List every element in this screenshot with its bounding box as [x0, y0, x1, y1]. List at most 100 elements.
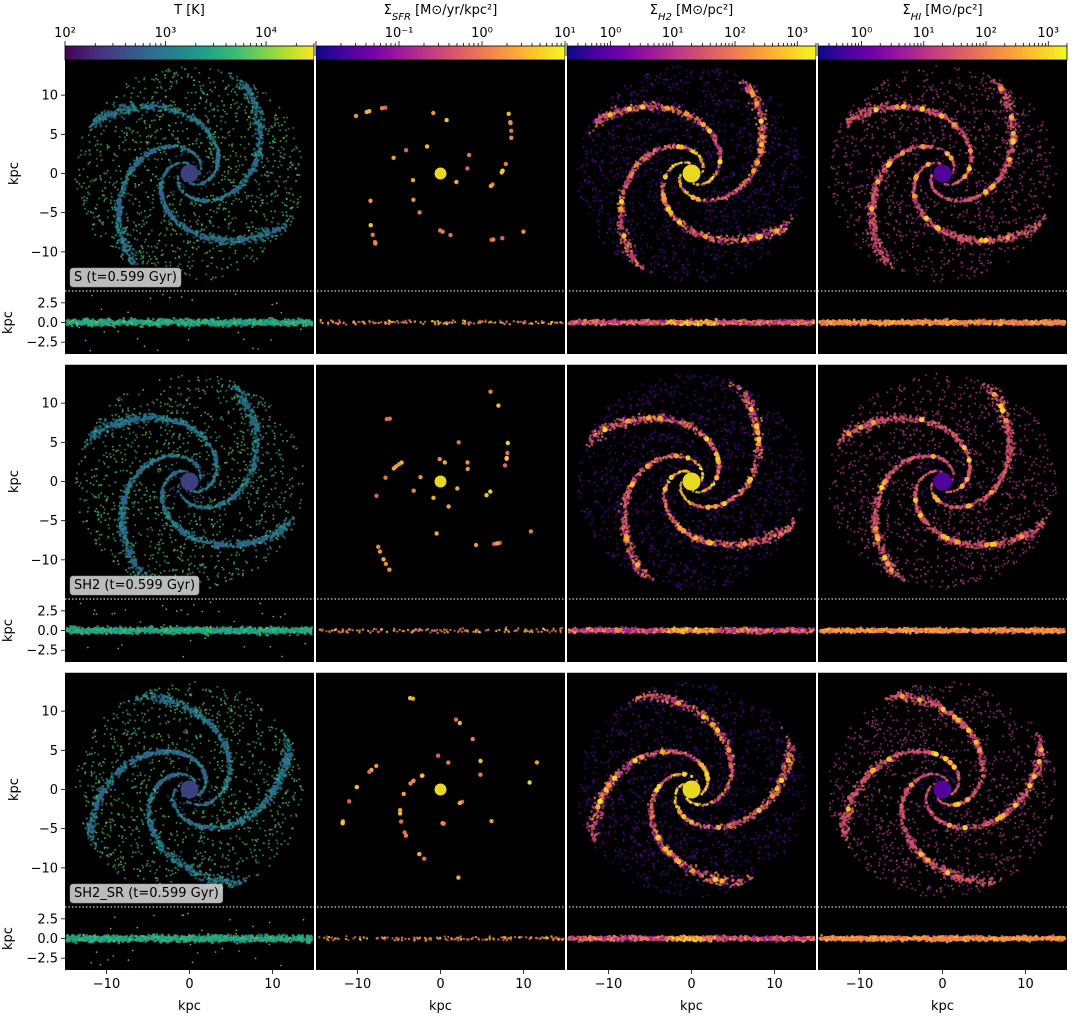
map-particle — [589, 151, 592, 153]
map-particle — [189, 240, 192, 243]
map-particle — [185, 115, 189, 119]
map-particle — [89, 180, 92, 183]
map-particle — [715, 173, 718, 176]
map-particle — [120, 177, 123, 180]
map-particle — [298, 150, 301, 153]
map-particle — [156, 86, 159, 89]
map-particle — [210, 174, 213, 178]
map-particle — [115, 180, 118, 183]
map-particle — [99, 122, 102, 125]
map-particle — [126, 216, 129, 219]
map-particle — [252, 225, 255, 228]
map-particle — [285, 140, 288, 143]
map-particle — [191, 113, 195, 117]
map-particle — [213, 108, 216, 111]
map-particle — [204, 114, 207, 117]
map-particle — [719, 243, 722, 246]
map-particle — [192, 212, 195, 214]
map-particle — [156, 322, 159, 326]
map-particle — [672, 244, 674, 247]
map-particle — [205, 213, 208, 216]
map-particle — [725, 197, 729, 201]
map-particle — [639, 269, 642, 272]
map-particle — [674, 119, 676, 122]
map-particle — [433, 320, 437, 323]
map-particle — [223, 207, 226, 210]
map-particle — [509, 135, 514, 140]
map-particle — [109, 201, 112, 204]
map-particle — [259, 204, 262, 207]
map-particle — [147, 260, 150, 263]
map-particle — [102, 321, 106, 325]
map-particle — [282, 148, 285, 151]
map-particle — [764, 109, 768, 112]
map-particle — [173, 190, 176, 193]
map-particle — [125, 176, 128, 180]
map-particle — [94, 207, 97, 210]
map-particle — [234, 152, 237, 155]
map-particle — [690, 121, 693, 124]
map-particle — [102, 115, 105, 118]
map-particle — [128, 248, 132, 252]
map-particle — [170, 100, 173, 102]
map-particle — [124, 230, 127, 233]
map-particle — [167, 212, 173, 218]
map-particle — [88, 193, 91, 196]
map-particle — [782, 220, 786, 223]
map-particle — [667, 86, 670, 89]
map-particle — [650, 212, 653, 215]
map-particle — [157, 178, 160, 181]
map-particle — [140, 211, 143, 214]
map-particle — [183, 147, 187, 151]
map-particle — [217, 234, 220, 237]
map-particle — [222, 200, 225, 203]
map-particle — [134, 182, 137, 185]
map-particle — [283, 318, 287, 321]
map-particle — [164, 220, 167, 223]
map-particle — [484, 319, 487, 322]
map-particle — [96, 203, 99, 206]
map-particle — [131, 131, 133, 134]
map-particle — [156, 129, 159, 132]
map-particle — [167, 70, 170, 73]
map-particle — [672, 253, 675, 256]
map-particle — [724, 99, 727, 102]
map-particle — [671, 191, 674, 194]
map-particle — [181, 66, 183, 69]
map-particle — [281, 211, 284, 214]
map-particle — [74, 178, 77, 181]
map-particle — [245, 85, 251, 91]
map-particle — [255, 227, 257, 230]
map-particle — [151, 317, 155, 321]
map-particle — [651, 196, 654, 198]
map-particle — [292, 137, 295, 140]
map-particle — [219, 320, 222, 324]
map-particle — [722, 101, 725, 104]
map-particle — [172, 100, 175, 103]
map-particle — [221, 115, 224, 118]
map-particle — [69, 319, 73, 323]
map-particle — [664, 226, 667, 228]
map-particle — [682, 246, 685, 249]
map-particle — [292, 217, 295, 220]
map-particle — [187, 260, 190, 263]
map-particle — [273, 210, 276, 213]
map-particle — [271, 228, 278, 234]
map-particle — [191, 203, 194, 206]
map-particle — [178, 141, 181, 144]
map-particle — [105, 112, 111, 118]
map-particle — [664, 231, 667, 234]
map-particle — [134, 184, 137, 187]
map-particle — [500, 236, 505, 241]
map-particle — [255, 164, 259, 167]
map-particle — [423, 320, 427, 323]
map-particle — [93, 216, 96, 219]
map-particle — [162, 175, 165, 178]
map-particle — [119, 219, 123, 222]
map-particle — [156, 184, 159, 187]
map-particle — [125, 321, 129, 325]
map-particle — [88, 185, 91, 188]
map-particle — [182, 240, 185, 243]
map-particle — [132, 159, 135, 162]
map-particle — [126, 249, 129, 253]
